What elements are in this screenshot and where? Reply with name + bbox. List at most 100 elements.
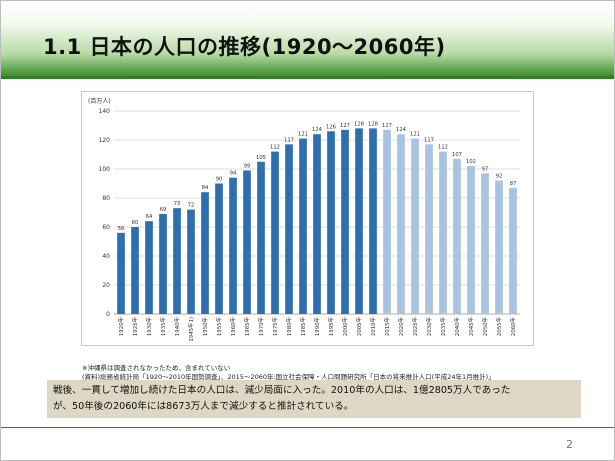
bar: [271, 151, 279, 314]
x-tick-label: 1960年: [229, 316, 237, 336]
data-label: 102: [466, 159, 476, 165]
bar: [285, 144, 293, 314]
bar: [215, 183, 223, 314]
bar: [131, 227, 139, 314]
data-label: 94: [230, 171, 237, 177]
x-tick-label: 1940年: [173, 316, 181, 336]
x-tick-label: 1955年: [215, 316, 223, 336]
x-tick-label: 2050年: [481, 316, 489, 336]
bar: [201, 192, 209, 314]
bar: [397, 134, 405, 314]
data-label: 84: [202, 185, 209, 191]
bar: [509, 187, 517, 314]
bar: [117, 232, 125, 314]
bar: [229, 177, 237, 314]
data-label: 69: [160, 207, 167, 213]
x-tick-label: 2030年: [425, 316, 433, 336]
x-tick-label: 1970年: [257, 316, 265, 336]
y-tick-label: 140: [99, 108, 111, 115]
data-label: 112: [438, 145, 448, 151]
bar: [383, 129, 391, 314]
bar: [299, 138, 307, 314]
y-tick-label: 120: [99, 137, 111, 144]
x-tick-label: 1980年: [285, 316, 293, 336]
bar: [411, 138, 419, 314]
data-label: 90: [216, 177, 223, 183]
bar: [243, 170, 251, 314]
x-tick-label: 2005年: [355, 316, 363, 336]
x-tick-label: 1985年: [299, 316, 307, 336]
data-label: 128: [368, 121, 378, 127]
x-tick-label: 2000年: [341, 316, 349, 336]
data-label: 72: [188, 203, 195, 209]
x-tick-label: 1920年: [117, 316, 125, 336]
y-tick-label: 0: [106, 311, 110, 318]
bar: [327, 131, 335, 314]
x-tick-label: 1945年1): [187, 317, 195, 342]
x-tick-label: 2035年: [439, 316, 447, 336]
bar: [495, 180, 503, 314]
data-label: 128: [354, 121, 364, 127]
bar: [425, 144, 433, 314]
x-tick-label: 2015年: [383, 316, 391, 336]
data-label: 117: [424, 137, 434, 143]
bar: [369, 128, 377, 314]
x-tick-label: 2020年: [397, 316, 405, 336]
x-tick-label: 2025年: [411, 316, 419, 336]
bar: [341, 129, 349, 314]
data-label: 64: [146, 214, 153, 220]
summary-line-1: 戦後、一貫して増加し続けた日本の人口は、減少局面に入った。2010年の人口は、1…: [53, 385, 511, 396]
chart-source: (資料)総務省統計局「1920〜2010年国勢調査」、2015〜2060年:国立…: [82, 373, 495, 381]
bar: [439, 151, 447, 314]
data-label: 124: [312, 127, 323, 133]
y-axis-unit-label: (百万人): [88, 98, 111, 105]
data-label: 97: [482, 166, 489, 172]
bar: [453, 158, 461, 314]
x-tick-label: 1930年: [145, 316, 153, 336]
bar: [145, 221, 153, 314]
data-label: 105: [256, 155, 266, 161]
bar: [313, 134, 321, 314]
title-bar: 1.1 日本の人口の推移(1920〜2060年): [1, 1, 614, 76]
x-tick-label: 2045年: [467, 316, 475, 336]
data-label: 73: [174, 201, 181, 207]
title-divider: [1, 76, 614, 79]
page-number: 2: [566, 438, 573, 451]
data-label: 112: [270, 145, 280, 151]
data-label: 121: [298, 132, 308, 138]
chart-canvas: (百万人) 0 20 40 60 80 100 120 140 56 1920年 60 1925年 64 1…: [88, 98, 520, 342]
data-label: 124: [396, 127, 407, 133]
bar: [257, 161, 265, 314]
x-tick-label: 1950年: [201, 316, 209, 336]
data-label: 56: [118, 226, 125, 232]
data-label: 60: [132, 220, 139, 226]
bar: [481, 173, 489, 314]
y-tick-label: 20: [102, 282, 110, 289]
bar: [467, 166, 475, 314]
x-tick-label: 1935年: [159, 316, 167, 336]
x-tick-label: 2040年: [453, 316, 461, 336]
x-tick-label: 1995年: [327, 316, 335, 336]
data-label: 127: [340, 123, 350, 129]
data-label: 121: [410, 132, 420, 138]
x-tick-label: 1925年: [131, 316, 139, 336]
y-tick-label: 40: [102, 253, 110, 260]
chart-footnote: ※沖縄県は調査されなかったため、含まれていない: [82, 364, 231, 372]
summary-box: 戦後、一貫して増加し続けた日本の人口は、減少局面に入った。2010年の人口は、1…: [47, 380, 581, 418]
y-tick-label: 80: [102, 195, 110, 202]
x-tick-label: 1975年: [271, 316, 279, 336]
summary-line-2: が、50年後の2060年には8673万人まで減少すると推計されている。: [53, 401, 354, 412]
x-tick-label: 1990年: [313, 316, 321, 336]
x-tick-label: 2010年: [369, 316, 377, 336]
y-tick-label: 100: [99, 166, 111, 173]
x-tick-label: 2060年: [509, 316, 517, 336]
data-label: 107: [452, 152, 462, 158]
data-label: 117: [284, 137, 294, 143]
data-label: 87: [510, 181, 517, 187]
data-label: 126: [326, 124, 336, 130]
y-tick-label: 60: [102, 224, 110, 231]
x-tick-label: 2055年: [495, 316, 503, 336]
bar: [173, 208, 181, 314]
data-label: 99: [244, 163, 251, 169]
bar: [159, 213, 167, 314]
